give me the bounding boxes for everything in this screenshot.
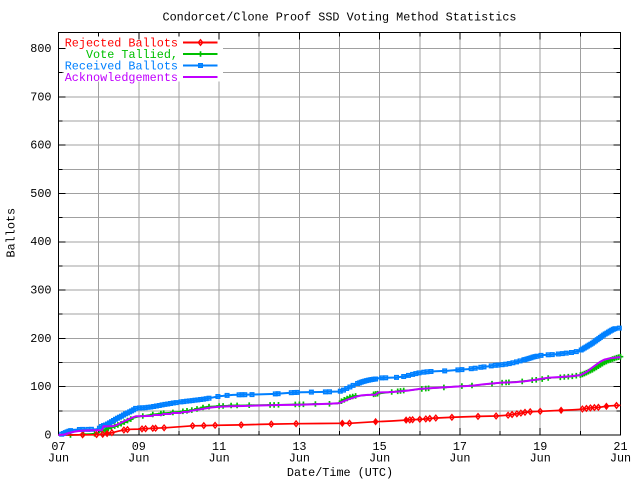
svg-text:Acknowledgements: Acknowledgements	[65, 71, 178, 85]
svg-text:800: 800	[30, 42, 51, 56]
svg-text:Jun: Jun	[208, 452, 229, 466]
svg-text:11: 11	[212, 440, 226, 454]
svg-text:Jun: Jun	[530, 452, 551, 466]
svg-text:200: 200	[30, 332, 51, 346]
svg-text:Jun: Jun	[369, 452, 390, 466]
svg-text:Jun: Jun	[610, 452, 631, 466]
svg-text:Received Ballots: Received Ballots	[65, 60, 178, 74]
svg-text:Jun: Jun	[449, 452, 470, 466]
svg-text:Vote Tallied,: Vote Tallied,	[86, 48, 178, 62]
svg-text:100: 100	[30, 380, 51, 394]
svg-text:19: 19	[533, 440, 547, 454]
svg-text:15: 15	[373, 440, 387, 454]
svg-text:0: 0	[44, 429, 51, 443]
svg-text:Date/Time (UTC): Date/Time (UTC)	[287, 466, 393, 480]
svg-text:Jun: Jun	[128, 452, 149, 466]
svg-text:13: 13	[292, 440, 306, 454]
svg-text:300: 300	[30, 284, 51, 298]
svg-text:Ballots: Ballots	[5, 208, 19, 258]
svg-text:Rejected Ballots: Rejected Ballots	[65, 37, 178, 51]
svg-text:21: 21	[613, 440, 627, 454]
svg-text:Jun: Jun	[289, 452, 310, 466]
svg-text:600: 600	[30, 139, 51, 153]
svg-text:09: 09	[132, 440, 146, 454]
svg-text:17: 17	[453, 440, 467, 454]
svg-text:07: 07	[51, 440, 65, 454]
svg-text:400: 400	[30, 235, 51, 249]
svg-text:Jun: Jun	[48, 452, 69, 466]
svg-text:Condorcet/Clone Proof SSD Voti: Condorcet/Clone Proof SSD Voting Method …	[163, 11, 517, 25]
svg-text:500: 500	[30, 187, 51, 201]
svg-text:700: 700	[30, 90, 51, 104]
